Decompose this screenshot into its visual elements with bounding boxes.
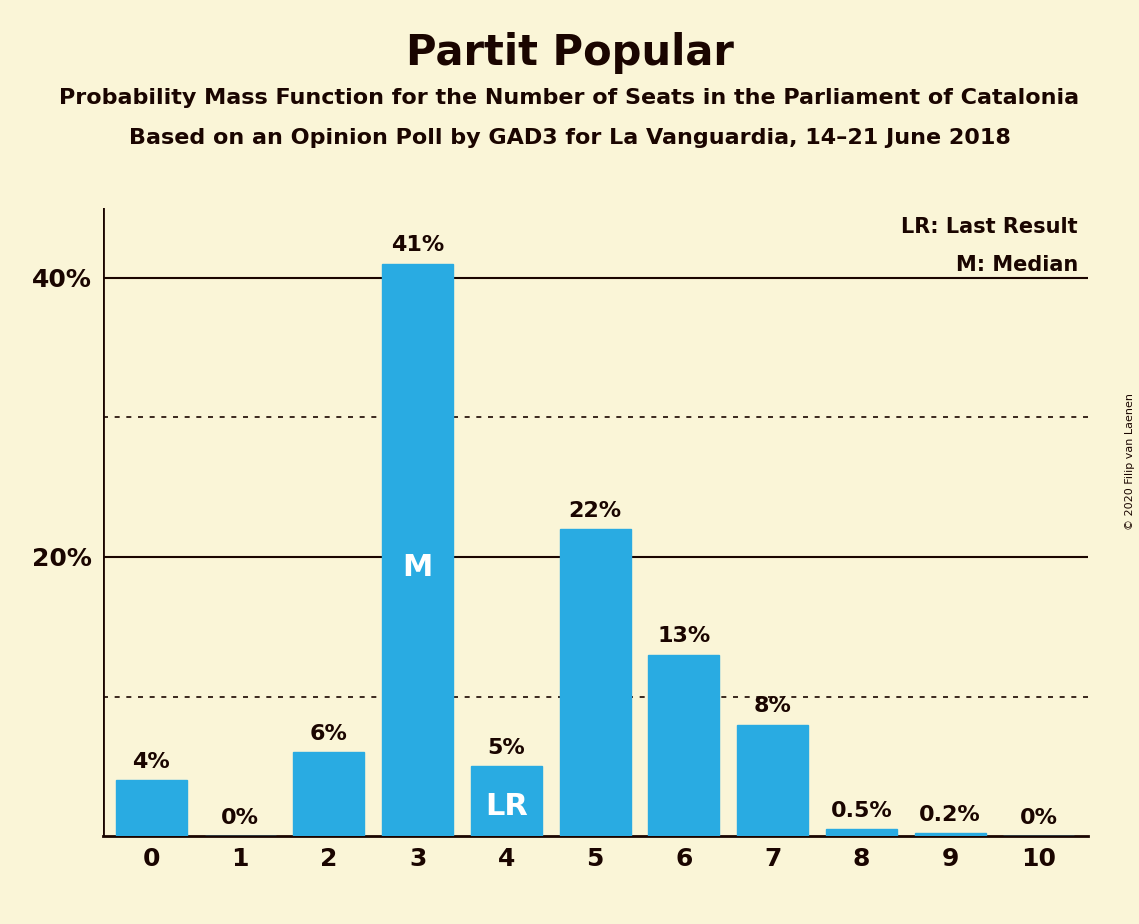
Text: 6%: 6% xyxy=(310,724,347,744)
Bar xyxy=(559,529,631,836)
Text: 0.2%: 0.2% xyxy=(919,805,981,825)
Bar xyxy=(116,781,187,836)
Text: 4%: 4% xyxy=(132,752,170,772)
Text: M: M xyxy=(402,553,433,582)
Text: LR: LR xyxy=(485,793,527,821)
Bar xyxy=(648,655,720,836)
Text: Probability Mass Function for the Number of Seats in the Parliament of Catalonia: Probability Mass Function for the Number… xyxy=(59,88,1080,108)
Text: 5%: 5% xyxy=(487,738,525,758)
Text: 22%: 22% xyxy=(568,501,622,520)
Bar xyxy=(826,829,896,836)
Text: 0%: 0% xyxy=(1019,808,1058,828)
Text: M: Median: M: Median xyxy=(956,255,1077,275)
Text: © 2020 Filip van Laenen: © 2020 Filip van Laenen xyxy=(1125,394,1134,530)
Text: Partit Popular: Partit Popular xyxy=(405,32,734,74)
Text: 0%: 0% xyxy=(221,808,259,828)
Text: 13%: 13% xyxy=(657,626,711,646)
Bar xyxy=(294,752,364,836)
Text: 8%: 8% xyxy=(754,696,792,716)
Text: Based on an Opinion Poll by GAD3 for La Vanguardia, 14–21 June 2018: Based on an Opinion Poll by GAD3 for La … xyxy=(129,128,1010,148)
Text: LR: Last Result: LR: Last Result xyxy=(901,217,1077,237)
Text: 41%: 41% xyxy=(391,236,444,255)
Text: 0.5%: 0.5% xyxy=(830,801,892,821)
Bar xyxy=(382,263,453,836)
Bar xyxy=(737,724,809,836)
Bar xyxy=(915,833,985,836)
Bar xyxy=(470,766,542,836)
